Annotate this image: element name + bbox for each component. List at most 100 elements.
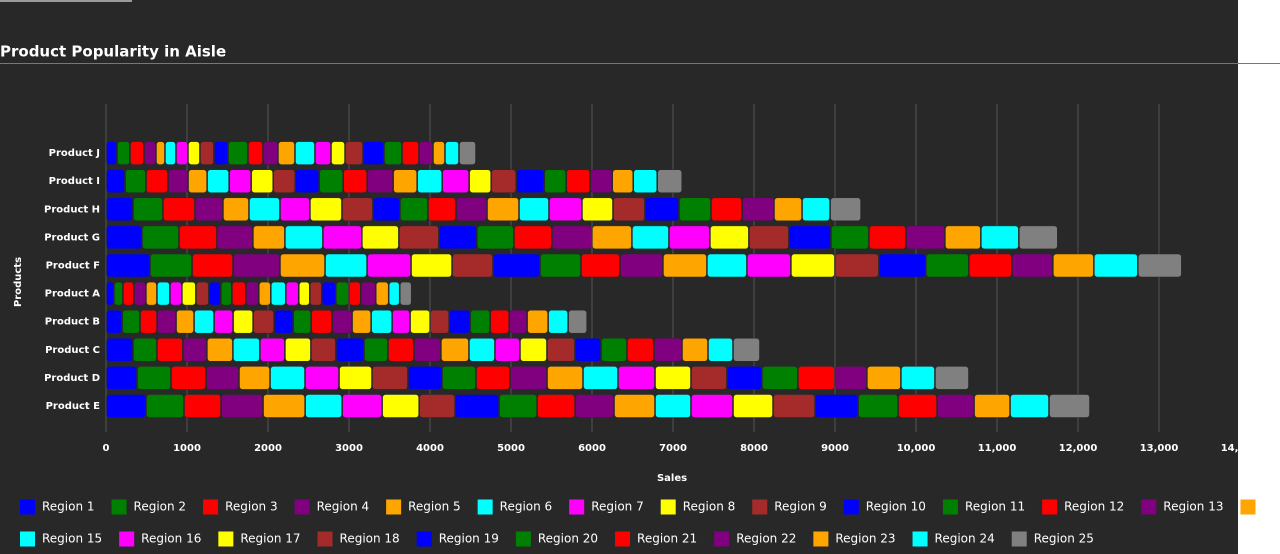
legend-label: Region 24 — [935, 532, 995, 546]
bar-segment — [802, 197, 830, 222]
bar-segment — [214, 141, 228, 165]
bar-segment — [133, 197, 163, 222]
bar-segment — [142, 225, 179, 250]
bar-segment — [195, 197, 223, 222]
bar-segment — [310, 281, 322, 306]
bar-segment — [280, 253, 325, 278]
bar-segment — [223, 197, 249, 222]
bar-segment — [170, 281, 182, 306]
bar-segment — [926, 253, 969, 278]
bar-segment — [305, 394, 342, 418]
bar-segment — [499, 394, 537, 418]
y-tick-label: Product B — [45, 317, 100, 328]
legend-swatch — [714, 531, 730, 547]
bar-segment — [581, 253, 620, 278]
legend-swatch — [942, 499, 958, 515]
bar-segment — [937, 394, 974, 418]
bar-segment — [106, 225, 142, 250]
bar-segment — [106, 309, 122, 334]
bar-segment — [352, 309, 371, 334]
legend-swatch — [317, 531, 333, 547]
bar-segment — [371, 309, 392, 334]
bar-segment — [345, 141, 363, 165]
bar-segment — [157, 281, 170, 306]
bar-segment — [835, 366, 867, 390]
legend-label: Region 9 — [774, 500, 827, 514]
bar-segment — [410, 309, 430, 334]
bar-segment — [549, 197, 582, 222]
bar-segment — [733, 394, 773, 418]
bar-segment — [514, 225, 552, 250]
legend-swatch — [20, 499, 35, 515]
y-axis-title: Products — [13, 257, 24, 307]
bar-segment — [433, 141, 445, 165]
bar-segment — [150, 253, 192, 278]
legend-label: Region 23 — [835, 532, 895, 546]
legend-label: Region 1 — [42, 500, 95, 514]
bar-segment — [519, 197, 549, 222]
bar-segment — [228, 141, 248, 165]
bar-segment — [146, 169, 168, 193]
bar-segment — [123, 281, 134, 306]
bar-segment — [251, 169, 273, 193]
bar-segment — [442, 366, 476, 390]
bar-segment — [540, 253, 581, 278]
x-tick-label: 9000 — [821, 443, 849, 454]
bar-segment — [232, 281, 246, 306]
bar-segment — [311, 309, 332, 334]
bar-segment — [691, 394, 733, 418]
bar-segment — [682, 338, 708, 362]
bar-segment — [134, 281, 146, 306]
bar-segment — [331, 141, 345, 165]
bar-segment — [510, 366, 547, 390]
bar-segment — [246, 281, 259, 306]
bar-segment — [367, 169, 393, 193]
bar-segment — [339, 366, 372, 390]
y-tick-label: Product I — [49, 176, 100, 187]
bar-segment — [263, 141, 278, 165]
bar-segment — [165, 141, 176, 165]
bar-segment — [342, 394, 382, 418]
bar-segment — [945, 225, 981, 250]
y-tick-label: Product J — [49, 148, 100, 159]
bar-segment — [663, 253, 707, 278]
legend-swatch — [615, 531, 631, 547]
legend-swatch — [1240, 499, 1256, 515]
bar-segment — [217, 225, 253, 250]
bar-segment — [419, 394, 455, 418]
bar-segment — [137, 366, 171, 390]
x-tick-label: 4000 — [416, 443, 444, 454]
legend-label: Region 14 — [1262, 500, 1280, 514]
legend-label: Region 13 — [1163, 500, 1223, 514]
bar-segment — [691, 366, 727, 390]
bar-segment — [566, 169, 590, 193]
bar-segment — [867, 366, 901, 390]
bar-segment — [544, 169, 566, 193]
bar-segment — [733, 338, 760, 362]
bar-segment — [146, 281, 157, 306]
bar-segment — [188, 169, 207, 193]
bar-segment — [442, 169, 469, 193]
bar-segment — [200, 141, 214, 165]
chart-title: Product Popularity in Aisle — [0, 43, 226, 61]
bar-segment — [233, 309, 253, 334]
bar-segment — [299, 281, 310, 306]
bar-segment — [263, 394, 305, 418]
bar-segment — [106, 281, 114, 306]
bar-segment — [459, 141, 476, 165]
bar-segment — [271, 281, 286, 306]
legend-label: Region 2 — [134, 500, 187, 514]
legend-swatch — [119, 531, 135, 547]
legend-label: Region 4 — [317, 500, 370, 514]
bar-segment — [1012, 253, 1053, 278]
bar-segment — [456, 197, 487, 222]
bar-segment — [493, 253, 540, 278]
bar-segment — [323, 225, 362, 250]
bar-segment — [477, 225, 514, 250]
y-tick-label: Product F — [46, 261, 100, 272]
bar-segment — [192, 253, 233, 278]
bar-segment — [727, 366, 762, 390]
legend-label: Region 11 — [965, 500, 1025, 514]
bar-segment — [575, 394, 614, 418]
bar-segment — [620, 253, 663, 278]
